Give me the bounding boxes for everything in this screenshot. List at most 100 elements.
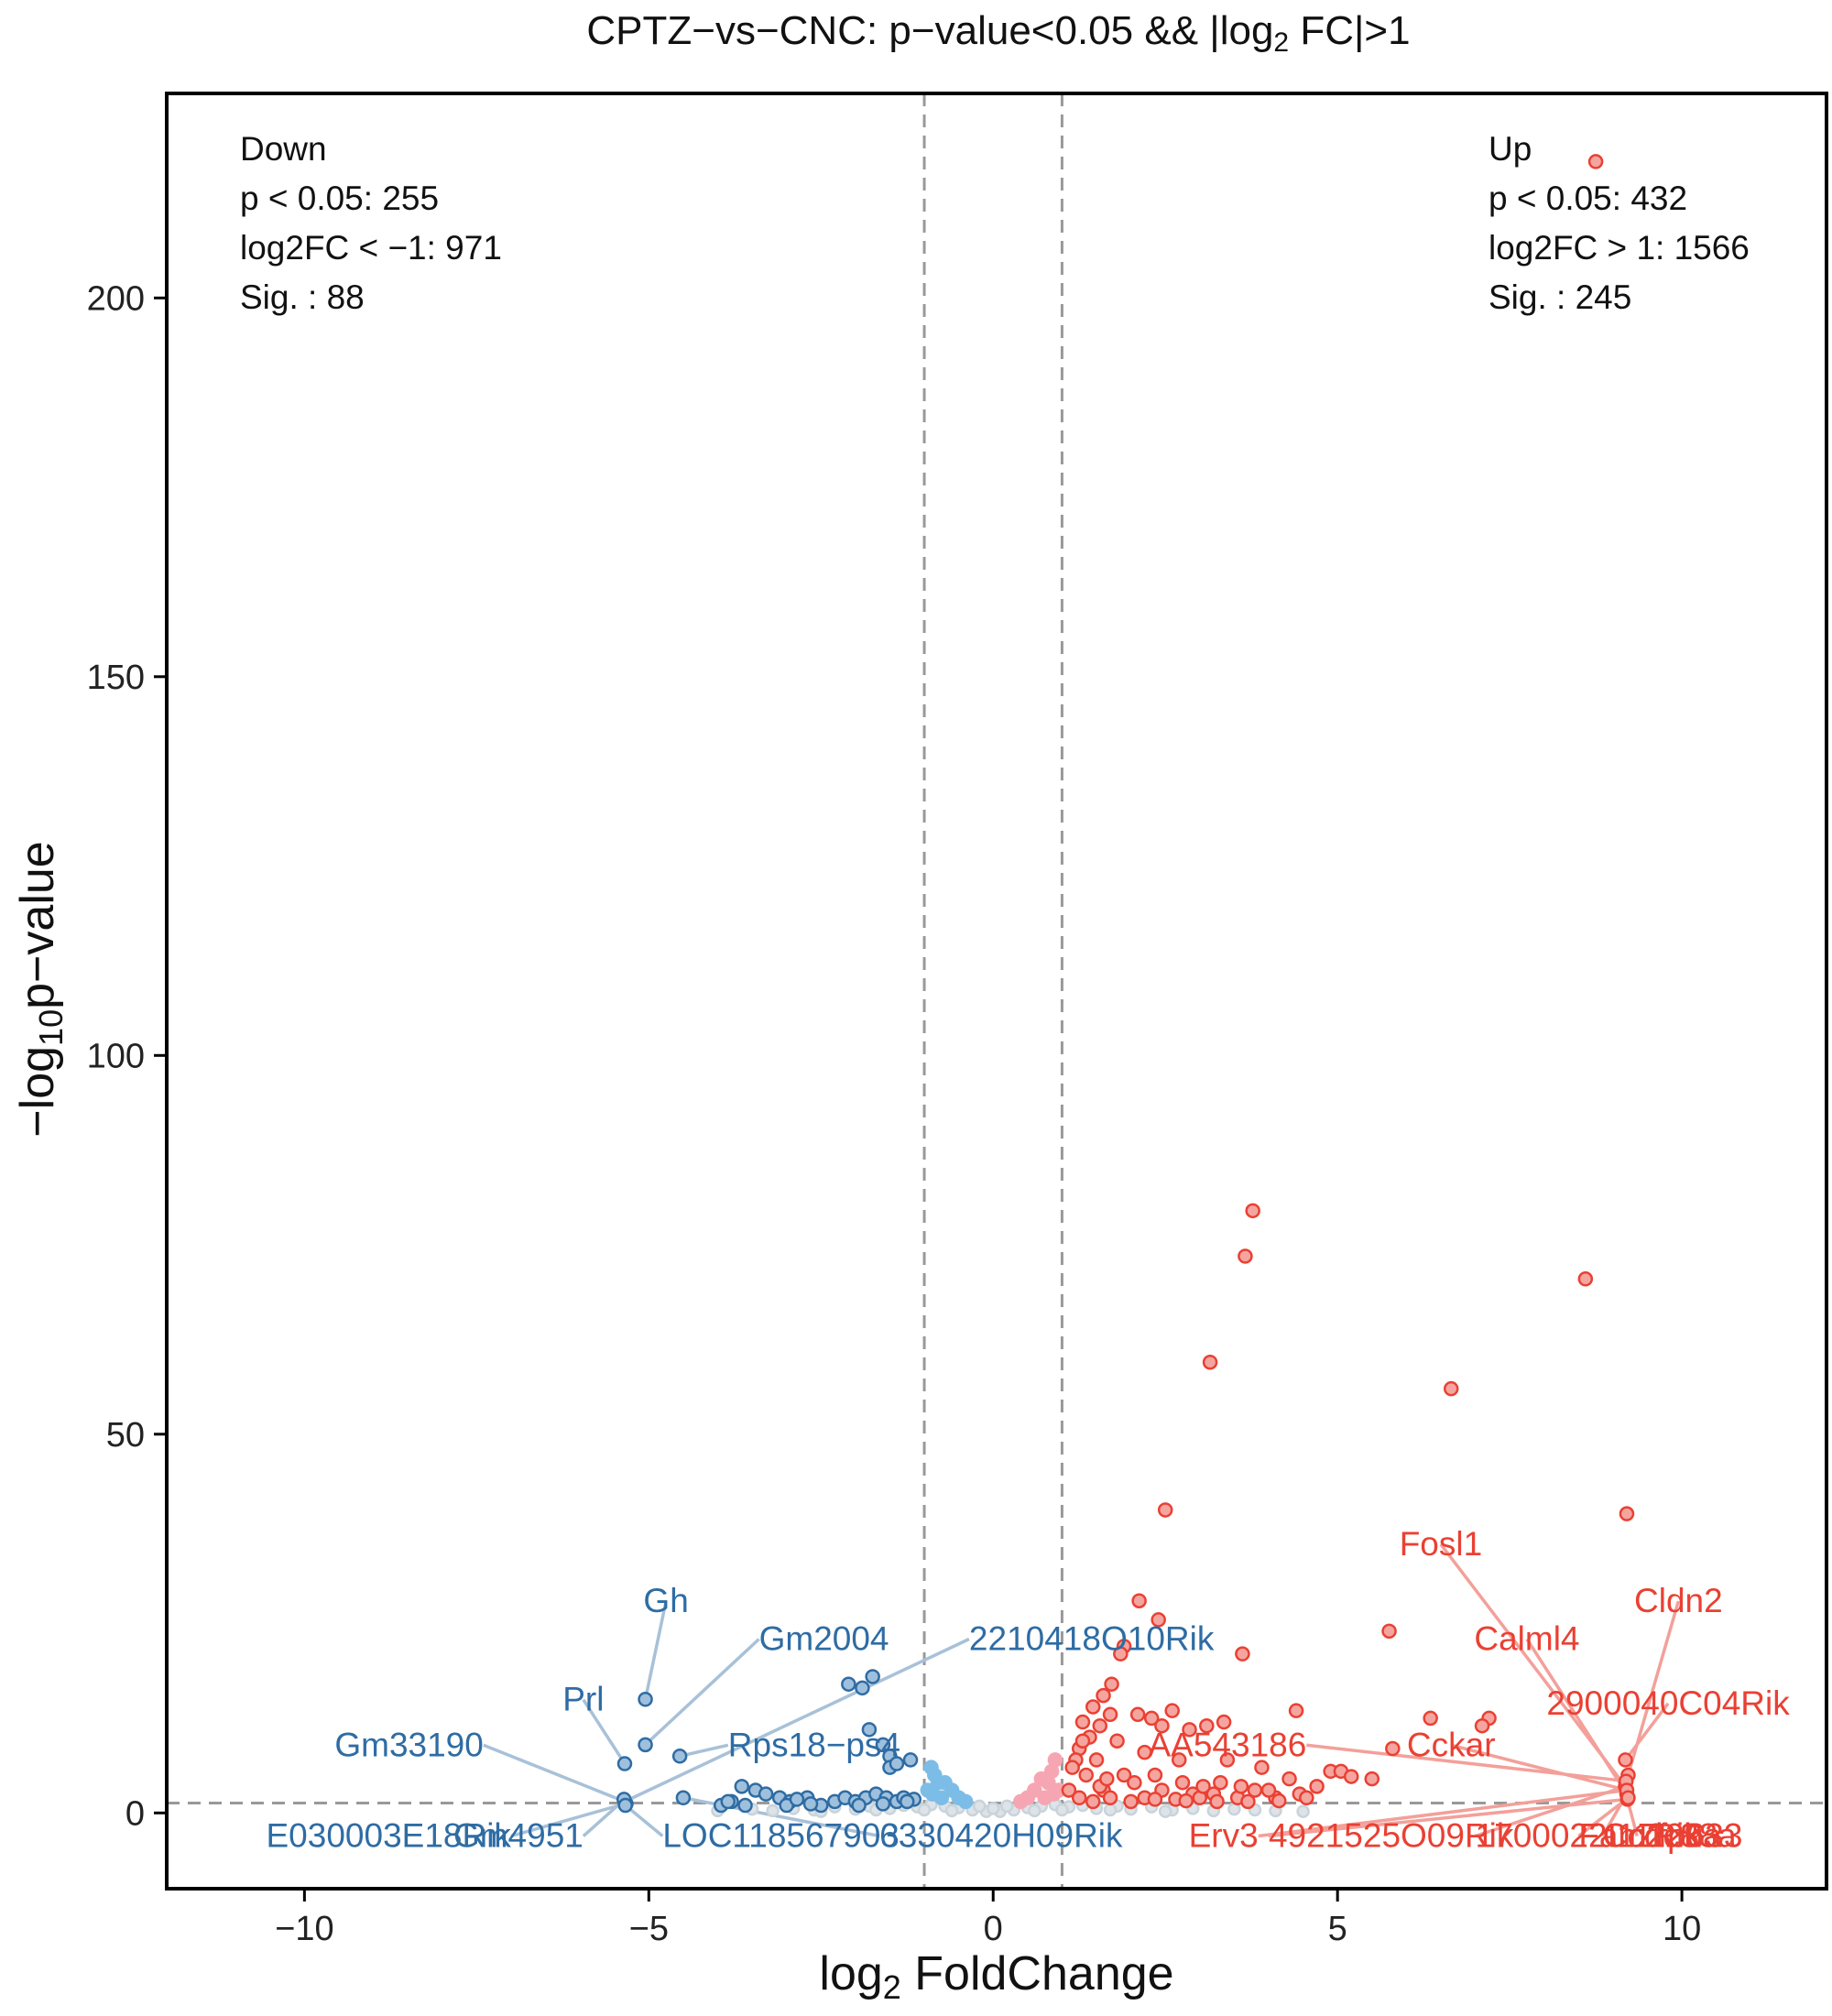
x-tick-label-3: 5 xyxy=(1328,1910,1347,1948)
point-down-8 xyxy=(875,1737,891,1753)
gene-label-16: Erv3 xyxy=(1189,1817,1259,1855)
point-not-significant-40 xyxy=(1296,1804,1310,1818)
point-down-37 xyxy=(851,1797,867,1814)
point-up-24 xyxy=(1154,1717,1170,1734)
point-up-77 xyxy=(1195,1779,1211,1794)
label-line-15 xyxy=(1450,1743,1628,1793)
up-annotation-line-4: Sig. : 245 xyxy=(1488,278,1631,316)
point-not-significant-33 xyxy=(1000,1799,1014,1814)
point-up-52 xyxy=(1127,1774,1142,1791)
gene-label-13: 2900040C04Rik xyxy=(1546,1684,1790,1722)
down-annotation-line-3: log2FC < −1: 971 xyxy=(240,229,502,267)
y-tick-label-0: 0 xyxy=(125,1794,145,1833)
point-up-70 xyxy=(1209,1793,1225,1810)
down-annotation-line-1: Down xyxy=(240,130,327,168)
point-not-significant-32 xyxy=(972,1799,987,1814)
point-up-67 xyxy=(1123,1793,1139,1810)
up-annotation: Up p < 0.05: 432 log2FC > 1: 1566 Sig. :… xyxy=(1488,130,1750,316)
label-line-2 xyxy=(624,1637,970,1804)
point-down-39 xyxy=(875,1796,891,1812)
gene-label-9: 6330420H09Rik xyxy=(879,1817,1123,1855)
down-annotation-line-4: Sig. : 88 xyxy=(240,278,365,316)
point-up-69 xyxy=(1178,1793,1194,1809)
label-line-3 xyxy=(582,1698,627,1765)
point-down-12 xyxy=(902,1752,919,1768)
point-up-74 xyxy=(1099,1771,1115,1787)
point-up-19 xyxy=(1092,1717,1108,1734)
label-line-1 xyxy=(644,1638,760,1747)
plot-panel-border xyxy=(165,92,1828,1891)
label-line-6 xyxy=(510,1802,626,1838)
point-up-59 xyxy=(1061,1782,1077,1798)
point-up-75 xyxy=(1147,1767,1163,1783)
point-up-44 xyxy=(1385,1740,1401,1757)
point-up-34 xyxy=(1074,1733,1091,1749)
y-tick-label-4: 200 xyxy=(87,279,145,318)
point-up-29 xyxy=(1423,1710,1438,1727)
point-up-51 xyxy=(1116,1767,1132,1783)
point-up-27 xyxy=(1216,1714,1232,1730)
up-annotation-line-1: Up xyxy=(1488,130,1532,168)
x-tick-label-4: 10 xyxy=(1663,1910,1701,1948)
point-up-45 xyxy=(1364,1771,1380,1787)
point-not-significant-35 xyxy=(1028,1804,1041,1818)
point-up-53 xyxy=(1078,1767,1094,1783)
point-up-21 xyxy=(1129,1706,1146,1723)
point-up-37 xyxy=(1109,1733,1125,1749)
point-down-16 xyxy=(734,1779,750,1794)
gene-label-12: Calml4 xyxy=(1474,1619,1579,1657)
point-up-71 xyxy=(1240,1793,1256,1810)
point-up-40 xyxy=(1219,1752,1236,1768)
point-up-36 xyxy=(1088,1752,1105,1768)
point-up-25 xyxy=(1182,1722,1197,1738)
gene-label-8: LOC118567903 xyxy=(662,1817,900,1855)
y-tick-label-2: 100 xyxy=(87,1037,145,1075)
point-up-78 xyxy=(1233,1779,1249,1794)
label-line-5 xyxy=(483,1743,626,1804)
x-tick-label-1: −5 xyxy=(629,1910,669,1948)
point-down-13 xyxy=(675,1790,692,1806)
gene-label-18: 1700022I11Rik xyxy=(1476,1817,1702,1855)
point-up-17 xyxy=(1074,1714,1091,1730)
point-up-light-8 xyxy=(1046,1786,1062,1802)
gene-label-1: Gm2004 xyxy=(759,1619,889,1657)
point-up-35 xyxy=(1064,1760,1080,1775)
point-up-13 xyxy=(1381,1623,1397,1640)
point-down-11 xyxy=(889,1756,905,1771)
point-down-38 xyxy=(900,1793,915,1810)
point-up-11 xyxy=(1113,1646,1129,1662)
point-up-2 xyxy=(1238,1248,1253,1264)
point-up-72 xyxy=(1271,1793,1287,1809)
point-down-5 xyxy=(865,1669,880,1684)
point-up-68 xyxy=(1147,1792,1163,1807)
chart-title: CPTZ−vs−CNC: p−value<0.05 && |log2 FC|>1 xyxy=(586,8,1410,58)
label-line-18 xyxy=(1474,1784,1627,1838)
point-down-18 xyxy=(758,1786,774,1802)
point-down-0 xyxy=(638,1691,653,1707)
point-not-significant-43 xyxy=(1055,1803,1069,1817)
gene-label-0: Gh xyxy=(643,1582,688,1619)
point-up-66 xyxy=(1085,1793,1101,1810)
point-up-6 xyxy=(1619,1506,1635,1521)
point-up-16 xyxy=(1085,1699,1101,1715)
label-line-7 xyxy=(582,1798,627,1837)
point-down-light-8 xyxy=(924,1786,941,1802)
point-up-light-4 xyxy=(1033,1771,1050,1787)
label-line-13 xyxy=(1624,1702,1670,1761)
gene-label-3: Prl xyxy=(562,1681,604,1718)
point-down-6 xyxy=(855,1680,870,1696)
point-down-43 xyxy=(617,1797,633,1814)
gene-label-19: Fam229a xyxy=(1578,1817,1722,1855)
point-up-18 xyxy=(1102,1706,1118,1723)
y-tick-label-1: 50 xyxy=(106,1416,145,1455)
gene-label-21: Zfp633 xyxy=(1637,1817,1742,1855)
point-up-3 xyxy=(1577,1271,1594,1287)
point-up-14 xyxy=(1104,1676,1119,1692)
plot-clip-group: Gh Gm2004 2210418O10Rik Prl Rps18−ps4 Gm33190… xyxy=(167,93,1827,1889)
point-up-5 xyxy=(1443,1380,1459,1397)
point-up-82 xyxy=(1618,1752,1633,1768)
label-line-4 xyxy=(679,1743,729,1758)
point-up-9 xyxy=(1150,1612,1166,1628)
label-line-0 xyxy=(643,1600,668,1700)
